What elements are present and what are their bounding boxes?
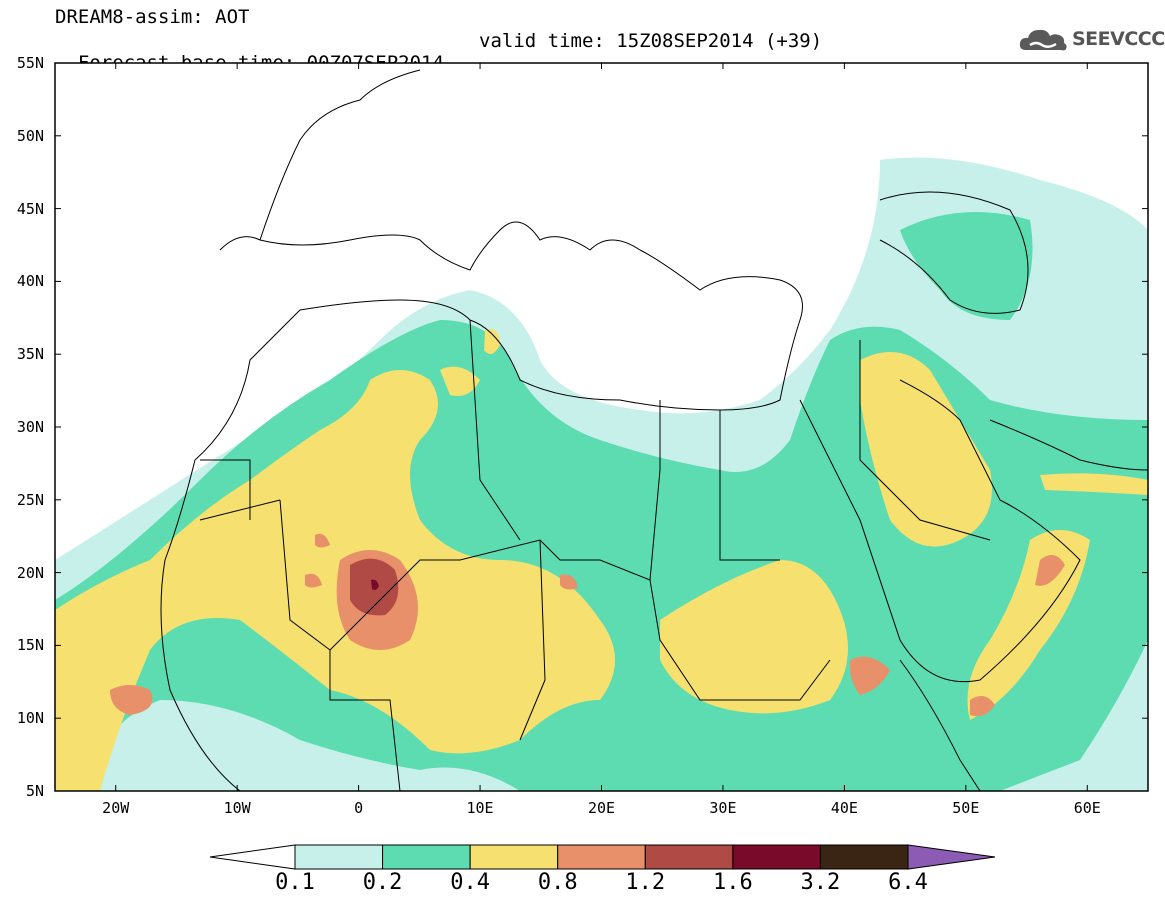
lat-tick-label: 30N bbox=[16, 418, 44, 436]
lon-tick-label: 50E bbox=[952, 799, 980, 817]
colorbar-label: 3.2 bbox=[800, 870, 841, 895]
colorbar-label: 1.6 bbox=[712, 870, 753, 895]
colorbar-swatch bbox=[469, 844, 559, 870]
colorbar-high-arrow bbox=[907, 844, 996, 870]
logo-text: SEEVCCC bbox=[1072, 28, 1165, 50]
colorbar-label: 0.2 bbox=[362, 870, 403, 895]
aot-field bbox=[55, 157, 1148, 791]
lon-tick-label: 20E bbox=[587, 799, 616, 817]
lon-tick-label: 20W bbox=[102, 799, 130, 817]
valid-time-text: valid time: 15Z08SEP2014 (+39) bbox=[479, 30, 823, 52]
colorbar-swatch bbox=[732, 844, 821, 870]
map-title: DREAM8-assim: AOT bbox=[55, 6, 250, 28]
lat-tick-label: 25N bbox=[16, 490, 44, 509]
lon-tick-label: 10E bbox=[466, 799, 494, 817]
lat-tick-label: 10N bbox=[16, 709, 44, 728]
seevccc-logo: SEEVCCC bbox=[1018, 24, 1165, 56]
cloud-icon bbox=[1019, 29, 1067, 51]
lat-tick-label: 35N bbox=[16, 345, 44, 364]
lon-tick-label: 40E bbox=[830, 799, 858, 817]
lat-tick-label: 15N bbox=[16, 636, 44, 655]
colorbar-label: 0.4 bbox=[450, 870, 491, 895]
colorbar-low-arrow bbox=[209, 844, 296, 870]
colorbar-label: 6.4 bbox=[888, 870, 928, 895]
colorbar-label: 0.1 bbox=[275, 870, 315, 895]
lat-tick-label: 40N bbox=[16, 272, 44, 291]
aot-band-1.6 bbox=[371, 579, 379, 590]
lat-tick-label: 5N bbox=[25, 782, 44, 800]
lon-tick-label: 0 bbox=[354, 799, 364, 817]
lon-tick-label: 10W bbox=[223, 799, 251, 817]
colorbar-label: 1.2 bbox=[625, 870, 666, 895]
colorbar bbox=[209, 844, 996, 870]
lat-tick-label: 45N bbox=[16, 199, 44, 218]
colorbar-swatch bbox=[557, 844, 646, 870]
colorbar-swatch bbox=[294, 844, 384, 870]
coastlines bbox=[160, 69, 1148, 791]
colorbar-swatch bbox=[644, 844, 734, 870]
borders bbox=[199, 319, 991, 791]
lon-tick-label: 30E bbox=[709, 799, 737, 817]
colorbar-swatch bbox=[819, 844, 909, 870]
lon-tick-label: 60E bbox=[1073, 799, 1101, 817]
colorbar-label: 0.8 bbox=[537, 870, 578, 895]
lat-tick-label: 20N bbox=[16, 563, 44, 582]
axis-ticks bbox=[55, 62, 1148, 792]
lat-tick-label: 50N bbox=[16, 126, 44, 145]
lat-tick-label: 55N bbox=[16, 54, 44, 72]
colorbar-swatch bbox=[382, 844, 471, 870]
aot-band-0.4 bbox=[55, 329, 1148, 791]
